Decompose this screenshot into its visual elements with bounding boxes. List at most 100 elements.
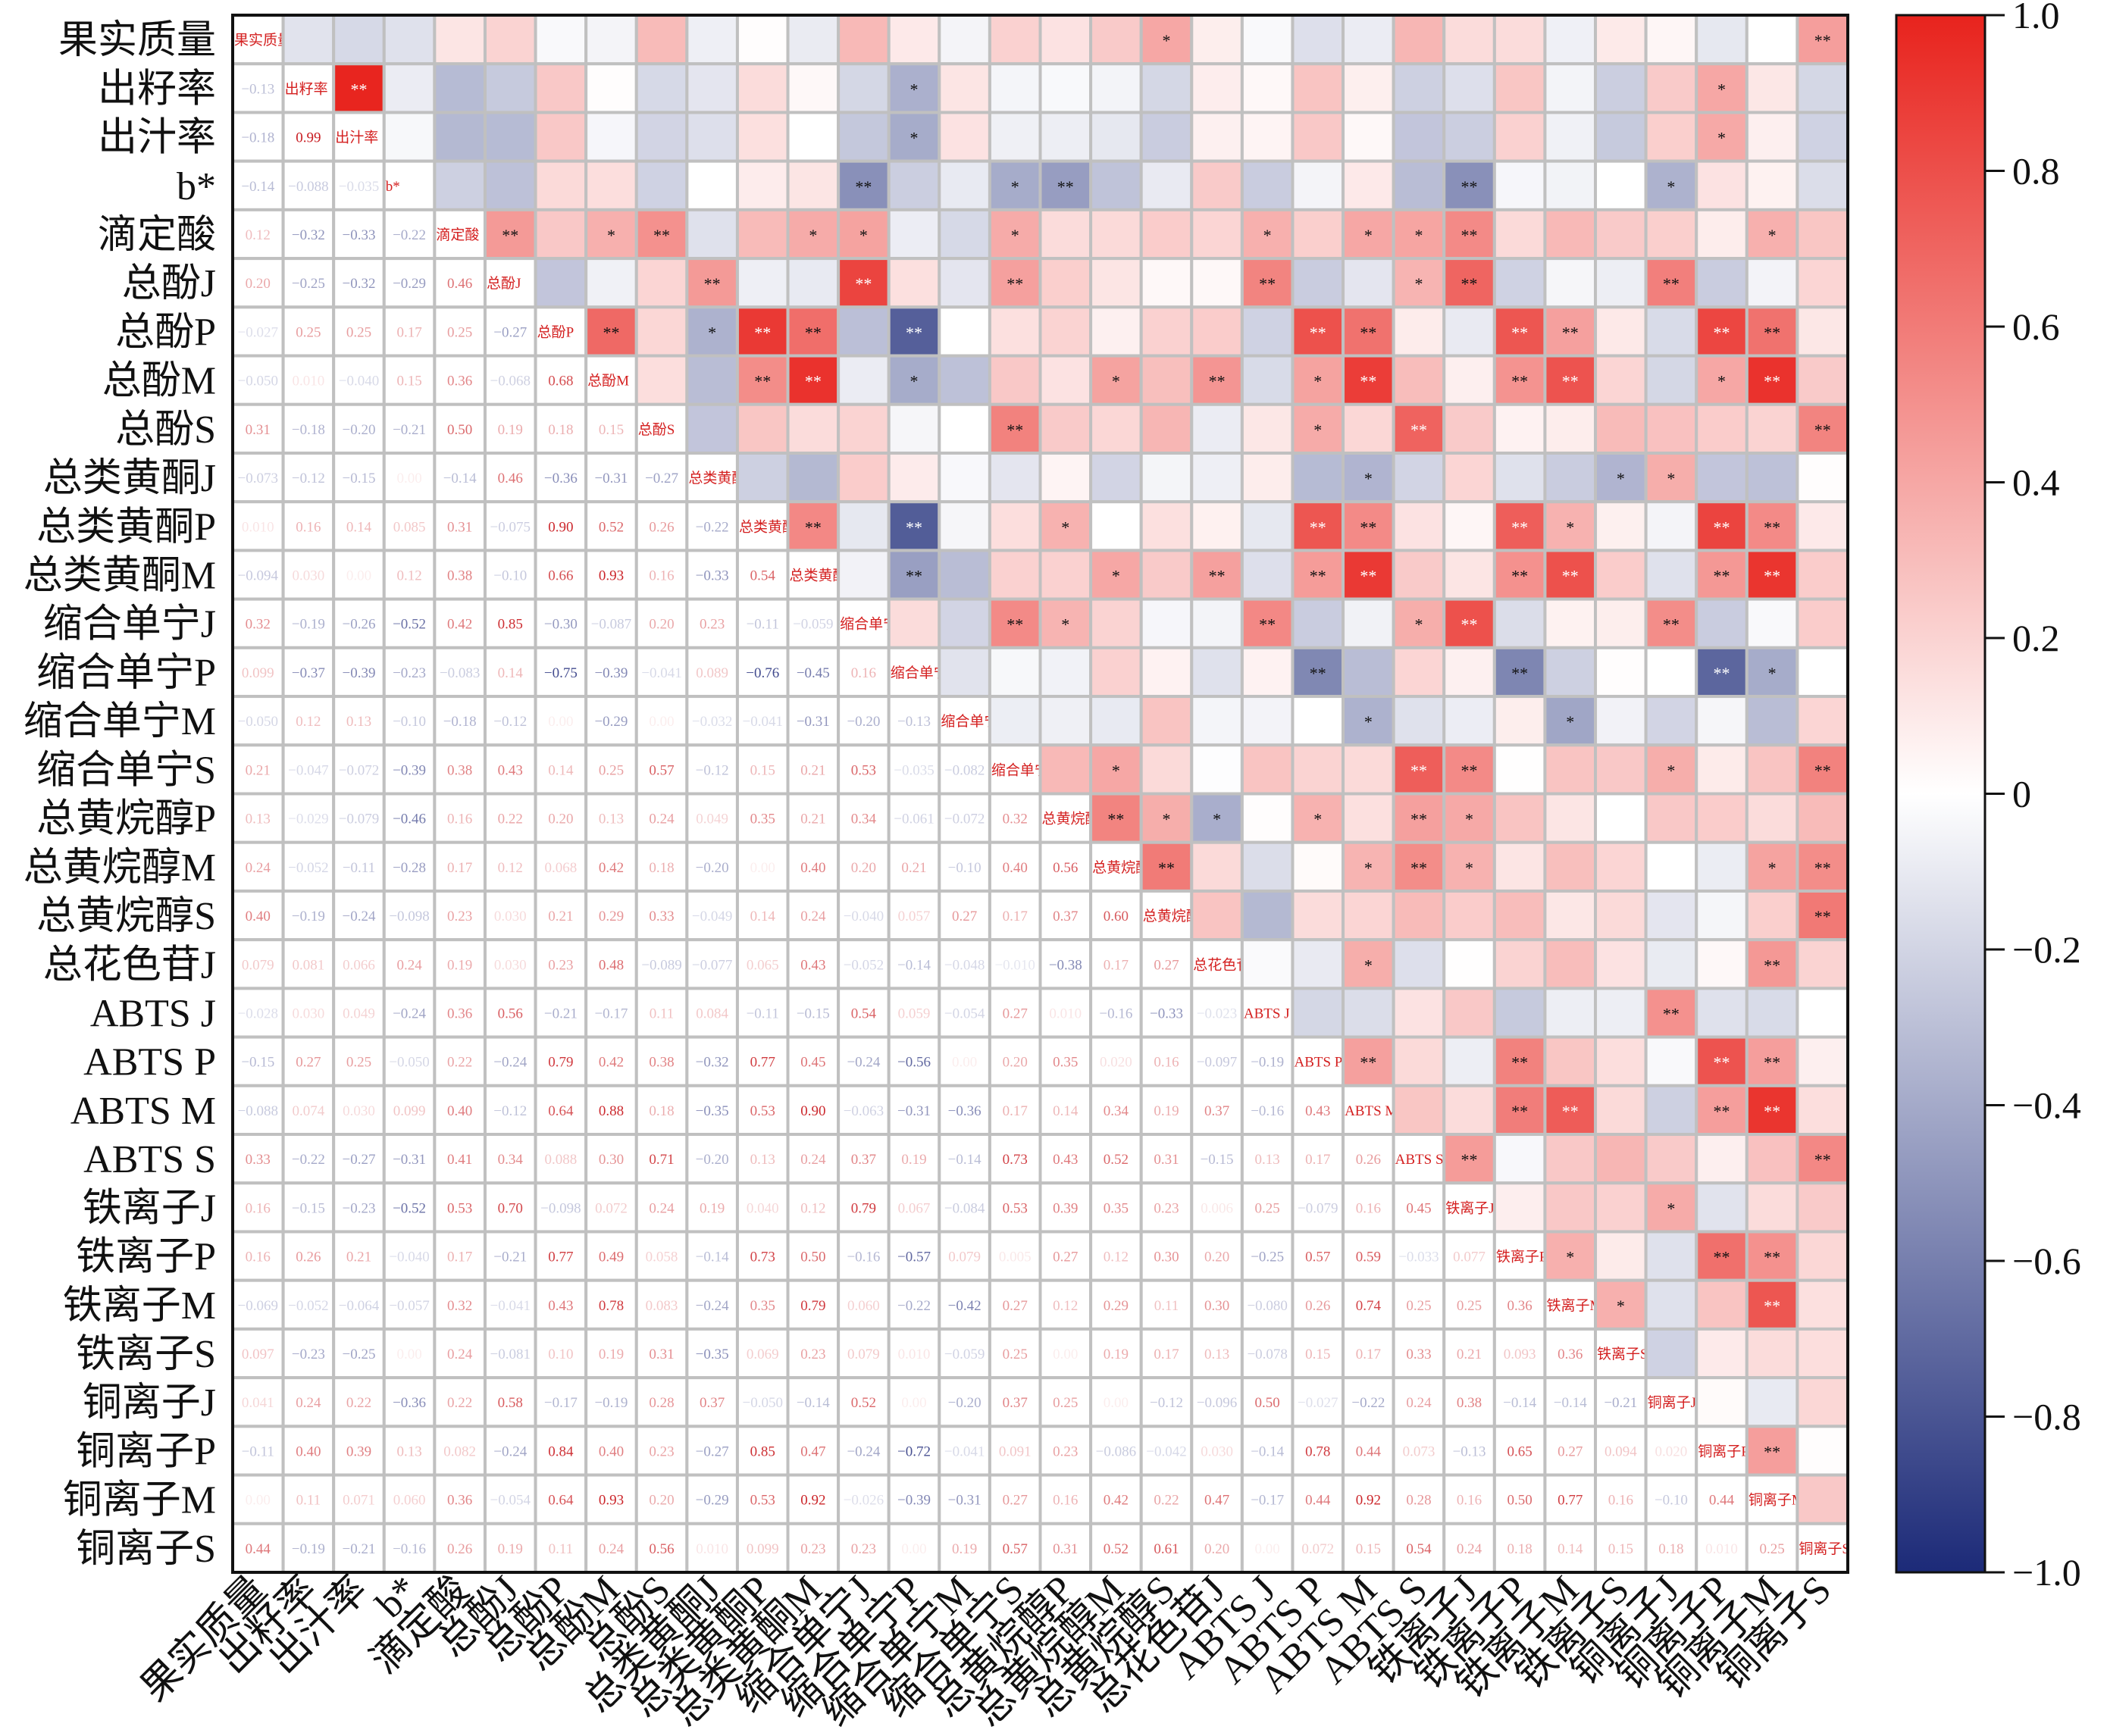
significance-mark: *	[1313, 421, 1322, 439]
correlation-value: 0.25	[1003, 1347, 1028, 1362]
value-cell	[938, 1327, 991, 1380]
heatmap-cell	[1089, 257, 1143, 309]
value-cell	[634, 500, 689, 552]
correlation-value: −0.25	[343, 1347, 376, 1362]
correlation-value: 0.21	[246, 762, 271, 778]
heatmap-cell	[1795, 646, 1849, 699]
row-label: 出汁率	[98, 117, 216, 160]
correlation-value: 0.082	[443, 1444, 476, 1459]
heatmap-cell	[685, 111, 739, 163]
correlation-value: 0.35	[750, 1298, 775, 1314]
correlation-value: −0.24	[493, 1444, 527, 1459]
heatmap-cell	[1291, 451, 1345, 504]
value-cell	[332, 1230, 386, 1282]
correlation-value: −0.057	[389, 1298, 429, 1314]
heatmap-cell	[433, 62, 487, 114]
correlation-value: 0.26	[296, 1250, 321, 1265]
significance-mark: *	[910, 372, 919, 391]
heatmap-cell	[887, 451, 941, 504]
value-cell	[634, 646, 689, 699]
significance-mark: **	[1511, 567, 1528, 586]
heatmap-cell	[938, 597, 991, 649]
value-cell	[685, 792, 739, 844]
correlation-value: 0.010	[242, 519, 274, 535]
correlation-value: 0.22	[447, 1395, 472, 1411]
value-cell	[584, 646, 638, 699]
value-cell	[584, 1327, 638, 1380]
correlation-value: 0.16	[246, 1200, 271, 1216]
correlation-value: 0.065	[747, 957, 779, 973]
significance-mark: **	[906, 518, 922, 536]
heatmap-cell	[1594, 840, 1648, 893]
value-cell	[1644, 1522, 1698, 1574]
correlation-value: 0.17	[1003, 909, 1028, 924]
heatmap-cell	[1594, 938, 1648, 990]
heatmap-cell	[433, 159, 487, 211]
correlation-value: 0.23	[800, 1347, 825, 1362]
correlation-value: −0.041	[490, 1298, 531, 1314]
correlation-value: 0.020	[1655, 1444, 1688, 1459]
heatmap-cell	[938, 159, 991, 211]
significance-mark: **	[1814, 859, 1831, 877]
correlation-value: −0.12	[493, 1103, 527, 1119]
heatmap-cell	[685, 402, 739, 455]
significance-mark: **	[1764, 1102, 1780, 1121]
correlation-value: 0.00	[649, 714, 674, 730]
heatmap-cell	[1442, 1133, 1496, 1185]
heatmap-cell	[1442, 743, 1496, 796]
correlation-value: −0.040	[389, 1250, 429, 1265]
significance-mark: **	[1714, 1248, 1730, 1267]
value-cell	[1089, 1376, 1143, 1428]
correlation-value: −0.57	[897, 1250, 931, 1265]
correlation-value: −0.30	[544, 617, 578, 633]
value-cell	[1089, 1181, 1143, 1234]
correlation-value: 0.00	[901, 1395, 926, 1411]
heatmap-cell	[1190, 111, 1244, 163]
correlation-value: −0.20	[696, 1152, 729, 1168]
heatmap-cell	[1795, 1230, 1849, 1282]
heatmap-cell	[1795, 257, 1849, 309]
heatmap-cell	[1795, 597, 1849, 649]
correlation-value: 0.52	[599, 519, 624, 535]
diagonal-label: 铜离子M	[1749, 1492, 1805, 1509]
significance-mark: **	[1764, 1442, 1780, 1461]
diagonal-label: 总酚J	[487, 275, 521, 292]
significance-mark: *	[1566, 1248, 1574, 1267]
diagonal-label: ABTS M	[1345, 1103, 1398, 1119]
heatmap-cell	[1089, 451, 1143, 504]
correlation-value: 0.44	[1356, 1444, 1382, 1459]
value-cell	[786, 1522, 841, 1574]
correlation-value: −0.39	[343, 665, 376, 681]
heatmap-cell	[1543, 792, 1598, 844]
correlation-value: −0.39	[897, 1493, 931, 1509]
correlation-value: 0.49	[599, 1250, 624, 1265]
correlation-value: 0.33	[1406, 1347, 1431, 1362]
correlation-value: −0.52	[393, 1200, 426, 1216]
significance-mark: **	[1814, 421, 1831, 439]
row-label: 总黄烷醇M	[23, 846, 216, 890]
correlation-value: −0.11	[747, 1006, 779, 1021]
correlation-value: −0.081	[490, 1347, 531, 1362]
heatmap-cell	[1695, 111, 1749, 163]
correlation-value: 0.57	[1003, 1541, 1028, 1557]
heatmap-cell	[786, 111, 841, 163]
significance-mark: **	[1461, 615, 1478, 634]
correlation-value: −0.24	[393, 1006, 426, 1021]
correlation-value: 0.43	[548, 1298, 573, 1314]
correlation-value: 0.079	[242, 957, 274, 973]
heatmap-cell	[887, 354, 941, 406]
correlation-value: 0.25	[296, 324, 321, 340]
heatmap-cell	[634, 257, 689, 309]
correlation-value: −0.22	[696, 519, 729, 535]
value-cell	[1038, 889, 1093, 942]
correlation-value: 0.19	[498, 422, 523, 438]
correlation-value: 0.030	[343, 1103, 375, 1119]
heatmap-cell	[1543, 208, 1598, 261]
heatmap-cell	[786, 208, 841, 261]
significance-mark: *	[1364, 469, 1373, 488]
heatmap-cell	[1139, 159, 1194, 211]
correlation-value: 0.15	[396, 374, 421, 389]
heatmap-cell	[938, 305, 991, 358]
value-cell	[231, 1035, 285, 1087]
